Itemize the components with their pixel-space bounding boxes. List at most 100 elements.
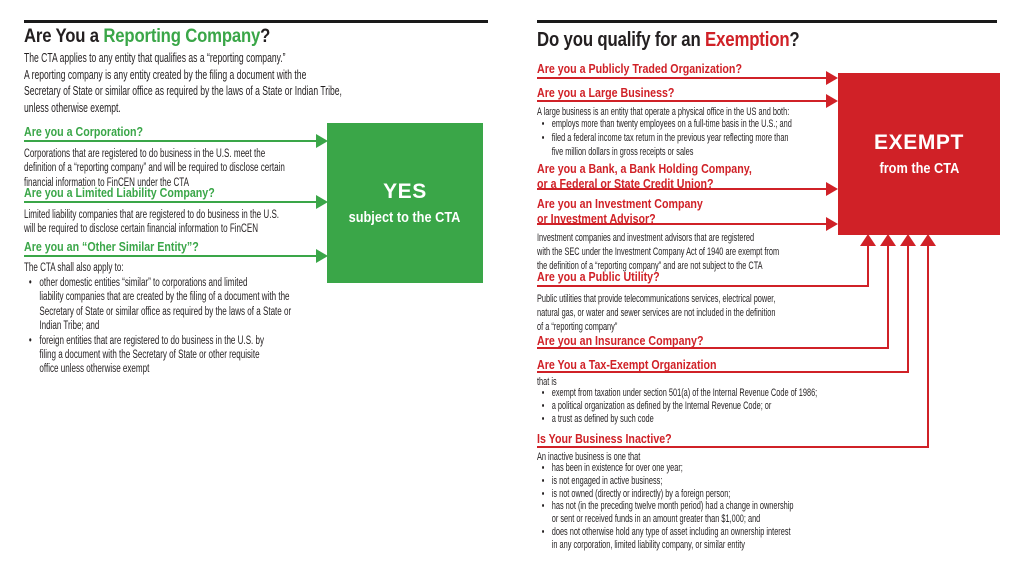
bullet-dot: •	[541, 487, 545, 500]
exempt-box-line2: from the CTA	[879, 161, 959, 178]
stem-tax-exempt	[907, 246, 909, 373]
arrow-up-insurance-icon	[880, 234, 896, 246]
arrow-up-inactive-icon	[920, 234, 936, 246]
arrow-up-public-utility-icon	[860, 234, 876, 246]
left-column-rule	[24, 20, 488, 23]
bullet-dot: •	[541, 387, 545, 399]
bullet-list-tax-exempt: • exempt from taxation under section 501(…	[537, 387, 818, 426]
bullet-list-large-business: • employs more than twenty employees on a…	[537, 118, 792, 160]
arrow-right-publicly-traded-icon	[826, 71, 838, 85]
arrow-right-large-business-icon	[826, 94, 838, 108]
arrow-right-investment-icon	[826, 217, 838, 231]
bullet-dot: •	[541, 118, 545, 130]
right-column-rule	[537, 20, 997, 23]
bullet-text: exempt from taxation under section 501(a…	[551, 387, 818, 399]
right-title: Do you qualify for an Exemption?	[537, 29, 800, 51]
body-investment: Investment companies and investment advi…	[537, 232, 780, 272]
body-llc: Limited liability companies that are reg…	[24, 209, 280, 236]
question-large-business: Are you a Large Business?	[537, 85, 675, 100]
bullet-dot: •	[541, 412, 545, 425]
bullet-text: is not engaged in active business;	[551, 474, 663, 487]
bullet-text: is not owned (directly or indirectly) by…	[551, 487, 731, 500]
arrow-up-tax-exempt-icon	[900, 234, 916, 246]
exempt-result-box: EXEMPT from the CTA	[838, 73, 1000, 235]
list-item: • employs more than twenty employees on a…	[537, 118, 792, 132]
question-investment: Are you an Investment Company or Investme…	[537, 196, 703, 226]
arrow-right-bank-icon	[826, 182, 838, 196]
body-public-utility: Public utilities that provide telecommun…	[537, 293, 776, 333]
bullet-text: a political organization as defined by t…	[551, 399, 772, 412]
bullet-dot: •	[541, 474, 545, 487]
right-title-suffix: ?	[789, 29, 800, 51]
question-public-utility: Are you a Public Utility?	[537, 269, 660, 284]
left-title: Are You a Reporting Company?	[24, 26, 271, 48]
left-intro-text: The CTA applies to any entity that quali…	[24, 50, 342, 115]
connector-large-business	[537, 100, 826, 102]
right-title-prefix: Do you qualify for an	[537, 29, 706, 51]
list-item: • filed a federal income tax return in th…	[537, 132, 792, 160]
bullet-text: does not otherwise hold any type of asse…	[551, 525, 791, 551]
bullet-dot: •	[541, 500, 545, 513]
list-item: • a political organization as defined by …	[537, 400, 817, 413]
arrow-right-llc-icon	[316, 195, 328, 209]
body-corporation: Corporations that are registered to do b…	[24, 148, 285, 189]
list-item: • a trust as defined by such code	[537, 413, 817, 426]
connector-other-similar-entity	[24, 255, 316, 257]
right-title-highlight: Exemption	[705, 29, 790, 51]
list-item: • foreign entities that are registered to…	[24, 334, 291, 377]
question-llc: Are you a Limited Liability Company?	[24, 185, 215, 200]
list-item: • is not owned (directly or indirectly) b…	[537, 488, 793, 501]
yes-box-line1: YES	[383, 179, 427, 203]
bullet-text: filed a federal income tax return in the…	[551, 131, 789, 158]
question-corporation: Are you a Corporation?	[24, 124, 144, 139]
question-other-similar-entity: Are you an “Other Similar Entity”?	[24, 239, 199, 254]
connector-investment	[537, 223, 826, 225]
left-title-highlight: Reporting Company	[103, 26, 261, 47]
lead-large-business: A large business is an entity that opera…	[537, 106, 790, 118]
list-item: • has not (in the preceding twelve month …	[537, 500, 794, 526]
bullet-dot: •	[28, 277, 32, 289]
connector-insurance	[537, 347, 888, 349]
bullet-dot: •	[541, 399, 545, 412]
lead-inactive: An inactive business is one that	[537, 451, 641, 463]
bullet-dot: •	[541, 462, 545, 474]
list-item: • is not engaged in active business;	[537, 475, 793, 488]
question-tax-exempt: Are You a Tax-Exempt Organization	[537, 357, 717, 372]
arrow-right-other-similar-entity-icon	[316, 249, 328, 263]
list-item: • has been in existence for over one year…	[537, 462, 793, 475]
left-title-suffix: ?	[260, 26, 271, 47]
list-item: • exempt from taxation under section 501(…	[537, 387, 818, 400]
bullet-text: other domestic entities “similar” to cor…	[39, 277, 292, 333]
bullet-list-inactive: • has been in existence for over one year…	[537, 462, 794, 552]
lead-other-similar-entity: The CTA shall also apply to:	[24, 262, 124, 274]
exempt-box-line1: EXEMPT	[874, 130, 964, 154]
bullet-dot: •	[541, 131, 545, 144]
yes-box-line2: subject to the CTA	[349, 210, 461, 227]
question-publicly-traded: Are you a Publicly Traded Organization?	[537, 61, 742, 76]
connector-bank	[537, 188, 826, 190]
left-title-prefix: Are You a	[24, 26, 104, 47]
bullet-text: has not (in the preceding twelve month p…	[551, 500, 794, 526]
stem-public-utility	[867, 246, 869, 287]
connector-publicly-traded	[537, 77, 826, 79]
stem-inactive	[927, 246, 929, 448]
arrow-right-corporation-icon	[316, 134, 328, 148]
question-inactive: Is Your Business Inactive?	[537, 431, 672, 446]
connector-llc	[24, 201, 316, 203]
list-item: • does not otherwise hold any type of ass…	[537, 526, 793, 552]
bullet-text: has been in existence for over one year;	[551, 462, 683, 474]
question-bank: Are you a Bank, a Bank Holding Company, o…	[537, 161, 752, 191]
stem-insurance	[887, 246, 889, 349]
bullet-text: employs more than twenty employees on a …	[551, 118, 792, 130]
bullet-text: foreign entities that are registered to …	[39, 334, 265, 376]
bullet-dot: •	[28, 334, 32, 347]
connector-tax-exempt	[537, 371, 908, 373]
connector-public-utility	[537, 285, 868, 287]
question-insurance: Are you an Insurance Company?	[537, 333, 704, 348]
lead-tax-exempt: that is	[537, 376, 557, 388]
connector-corporation	[24, 140, 316, 142]
connector-inactive	[537, 446, 928, 448]
list-item: • other domestic entities “similar” to co…	[24, 276, 291, 334]
yes-result-box: YES subject to the CTA	[327, 123, 483, 283]
